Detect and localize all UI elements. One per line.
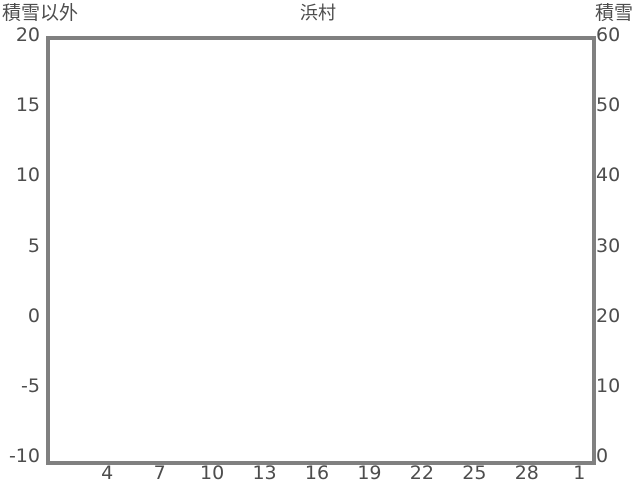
- x-axis-tick-label: 1: [573, 462, 586, 484]
- left-axis-tick-label: 20: [15, 24, 40, 46]
- right-axis-tick-label: 0: [596, 445, 609, 467]
- x-axis-tick-label: 28: [514, 462, 539, 484]
- left-axis-tick-label: 5: [27, 234, 40, 257]
- x-axis-tick-label: 4: [101, 462, 114, 484]
- right-axis-tick-label: 40: [596, 164, 621, 187]
- x-axis-tick-label: 13: [252, 462, 277, 484]
- x-axis-tick-label: 25: [462, 462, 487, 484]
- plot-frame: [46, 36, 596, 465]
- x-axis-tick-label: 7: [153, 462, 166, 484]
- right-axis-tick-label: 60: [596, 24, 621, 46]
- x-axis-tick-label: 19: [357, 462, 382, 484]
- right-axis-tick-label: 20: [596, 304, 621, 327]
- right-axis-tick-label: 30: [596, 234, 621, 257]
- left-axis-tick-label: -5: [21, 374, 40, 397]
- right-axis-caption: 積雪: [594, 2, 633, 24]
- x-axis-tick-label: 16: [304, 462, 330, 484]
- left-axis-tick-label: 10: [15, 164, 40, 187]
- left-axis-tick-label: 0: [27, 304, 40, 327]
- left-axis-tick-label: 15: [15, 94, 40, 117]
- x-axis-tick-label: 22: [409, 462, 434, 484]
- chart-title: 浜村: [300, 3, 336, 24]
- right-axis-tick-label: 50: [596, 94, 621, 117]
- left-axis-tick-label: -10: [8, 445, 40, 467]
- x-axis-tick-label: 10: [200, 462, 225, 484]
- right-axis-tick-label: 10: [596, 374, 621, 397]
- left-axis-caption: 積雪以外: [2, 2, 79, 24]
